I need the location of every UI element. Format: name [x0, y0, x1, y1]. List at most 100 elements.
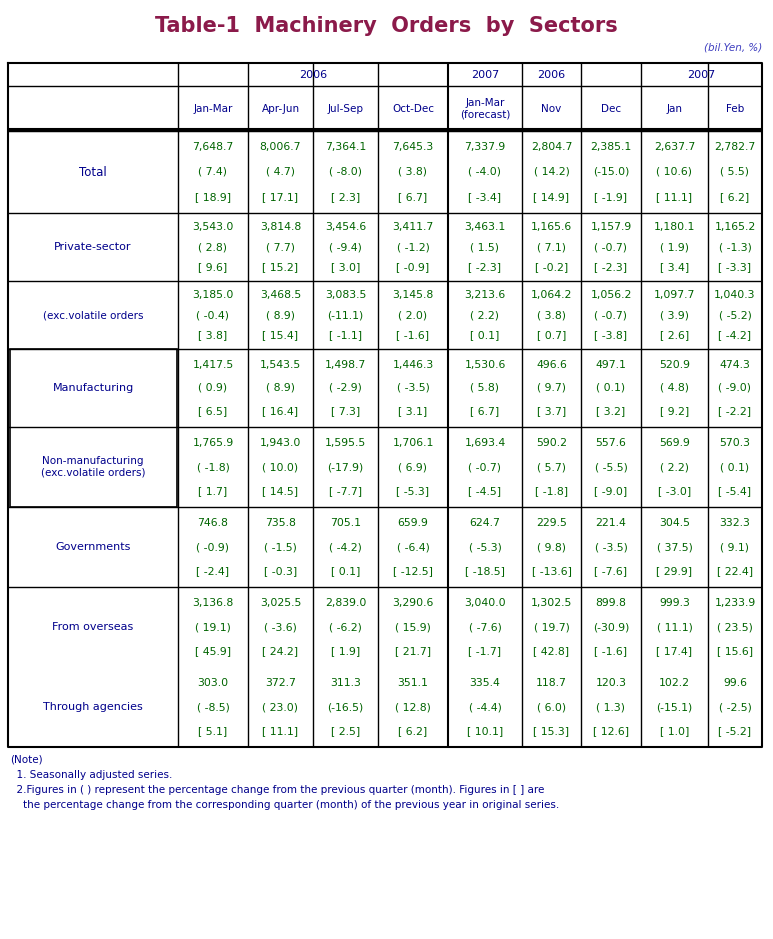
- Text: 624.7: 624.7: [469, 518, 500, 528]
- Text: ( -6.4): ( -6.4): [397, 542, 430, 552]
- Text: 496.6: 496.6: [536, 360, 567, 370]
- Text: (bil.Yen, %): (bil.Yen, %): [703, 42, 762, 52]
- Text: 303.0: 303.0: [197, 678, 229, 688]
- Text: [ -9.0]: [ -9.0]: [594, 486, 628, 496]
- Text: [ 6.7]: [ 6.7]: [398, 192, 427, 202]
- Text: (-17.9): (-17.9): [328, 462, 363, 472]
- Text: 1,180.1: 1,180.1: [654, 222, 695, 232]
- Text: [ 2.3]: [ 2.3]: [331, 192, 360, 202]
- Text: ( -5.3): ( -5.3): [468, 542, 502, 552]
- Text: [ 2.6]: [ 2.6]: [660, 331, 689, 341]
- Text: (-15.0): (-15.0): [593, 167, 629, 177]
- Text: [ 29.9]: [ 29.9]: [656, 566, 693, 576]
- Text: [ -0.3]: [ -0.3]: [264, 566, 297, 576]
- Text: ( -5.5): ( -5.5): [594, 462, 628, 472]
- Text: 1,498.7: 1,498.7: [325, 360, 366, 370]
- Text: [ 12.6]: [ 12.6]: [593, 726, 629, 736]
- Text: 3,814.8: 3,814.8: [260, 222, 301, 232]
- Text: [ 6.2]: [ 6.2]: [398, 726, 427, 736]
- Text: 2,839.0: 2,839.0: [325, 598, 366, 608]
- Text: ( -1.8): ( -1.8): [196, 462, 230, 472]
- Text: 2007: 2007: [471, 69, 499, 80]
- Text: [ -1.6]: [ -1.6]: [397, 331, 430, 341]
- Text: 590.2: 590.2: [536, 438, 567, 448]
- Text: [ 21.7]: [ 21.7]: [395, 646, 431, 656]
- Text: [ 3.0]: [ 3.0]: [331, 262, 360, 272]
- Text: 3,463.1: 3,463.1: [465, 222, 506, 232]
- Text: [ 24.2]: [ 24.2]: [263, 646, 298, 656]
- Text: [ 0.1]: [ 0.1]: [331, 566, 360, 576]
- Text: [ 6.7]: [ 6.7]: [471, 407, 499, 416]
- Text: [ -1.8]: [ -1.8]: [535, 486, 568, 496]
- Text: Feb: Feb: [726, 103, 744, 114]
- Text: Jan-Mar: Jan-Mar: [193, 103, 233, 114]
- Text: 3,543.0: 3,543.0: [192, 222, 233, 232]
- Text: ( -1.2): ( -1.2): [397, 242, 430, 252]
- Text: ( -3.5): ( -3.5): [594, 542, 628, 552]
- Text: [ 7.3]: [ 7.3]: [331, 407, 360, 416]
- Text: 735.8: 735.8: [265, 518, 296, 528]
- Text: [ -7.6]: [ -7.6]: [594, 566, 628, 576]
- Text: [ -5.3]: [ -5.3]: [397, 486, 430, 496]
- Text: ( 14.2): ( 14.2): [533, 167, 570, 177]
- Text: [ -2.3]: [ -2.3]: [468, 262, 502, 272]
- Text: ( 8.9): ( 8.9): [266, 310, 295, 320]
- Text: 1,040.3: 1,040.3: [714, 289, 756, 300]
- Text: 335.4: 335.4: [469, 678, 500, 688]
- Text: 2006: 2006: [299, 69, 327, 80]
- Text: [ -2.2]: [ -2.2]: [718, 407, 751, 416]
- Text: Total: Total: [79, 165, 107, 178]
- Text: 1,446.3: 1,446.3: [393, 360, 434, 370]
- Text: ( 6.9): ( 6.9): [399, 462, 427, 472]
- Text: ( 7.1): ( 7.1): [537, 242, 566, 252]
- Text: 2.Figures in ( ) represent the percentage change from the previous quarter (mont: 2.Figures in ( ) represent the percentag…: [10, 785, 544, 795]
- Text: [ 1.7]: [ 1.7]: [199, 486, 227, 496]
- Text: ( 3.8): ( 3.8): [399, 167, 427, 177]
- Text: ( -3.5): ( -3.5): [397, 383, 430, 393]
- Text: [ -4.5]: [ -4.5]: [468, 486, 502, 496]
- Text: [ -0.9]: [ -0.9]: [397, 262, 430, 272]
- Text: [ -18.5]: [ -18.5]: [465, 566, 505, 576]
- Text: [ 10.1]: [ 10.1]: [467, 726, 503, 736]
- Text: 2,782.7: 2,782.7: [714, 143, 756, 152]
- Text: Dec: Dec: [601, 103, 621, 114]
- Text: 2006: 2006: [537, 69, 566, 80]
- Text: [ 1.9]: [ 1.9]: [331, 646, 360, 656]
- Text: [ 22.4]: [ 22.4]: [717, 566, 753, 576]
- Text: ( 9.8): ( 9.8): [537, 542, 566, 552]
- Text: Private-sector: Private-sector: [54, 242, 131, 252]
- Text: ( -4.2): ( -4.2): [329, 542, 362, 552]
- Text: [ -4.2]: [ -4.2]: [718, 331, 751, 341]
- Text: [ 5.1]: [ 5.1]: [199, 726, 227, 736]
- Text: [ -1.7]: [ -1.7]: [468, 646, 502, 656]
- Text: ( 11.1): ( 11.1): [656, 622, 693, 632]
- Text: ( 5.5): ( 5.5): [720, 167, 750, 177]
- Text: 1,157.9: 1,157.9: [591, 222, 632, 232]
- Text: 474.3: 474.3: [720, 360, 751, 370]
- Text: [ 11.1]: [ 11.1]: [656, 192, 693, 202]
- Text: ( 10.0): ( 10.0): [263, 462, 298, 472]
- Text: 1,765.9: 1,765.9: [192, 438, 233, 448]
- Text: ( 6.0): ( 6.0): [537, 702, 566, 712]
- Text: Nov: Nov: [541, 103, 562, 114]
- Text: 7,645.3: 7,645.3: [393, 143, 434, 152]
- Text: 570.3: 570.3: [720, 438, 751, 448]
- Text: 3,025.5: 3,025.5: [260, 598, 301, 608]
- Text: Apr-Jun: Apr-Jun: [261, 103, 300, 114]
- Text: 1,543.5: 1,543.5: [260, 360, 301, 370]
- Text: ( 37.5): ( 37.5): [656, 542, 693, 552]
- Text: 221.4: 221.4: [595, 518, 626, 528]
- Text: 3,185.0: 3,185.0: [192, 289, 233, 300]
- Text: [ 16.4]: [ 16.4]: [263, 407, 298, 416]
- Text: [ -2.4]: [ -2.4]: [196, 566, 230, 576]
- Text: 311.3: 311.3: [330, 678, 361, 688]
- Text: 569.9: 569.9: [659, 438, 690, 448]
- Text: [ 15.3]: [ 15.3]: [533, 726, 570, 736]
- Text: 746.8: 746.8: [198, 518, 229, 528]
- Text: [ 3.1]: [ 3.1]: [398, 407, 427, 416]
- Text: ( 0.9): ( 0.9): [199, 383, 227, 393]
- Text: [ 18.9]: [ 18.9]: [195, 192, 231, 202]
- Text: [ 0.1]: [ 0.1]: [470, 331, 499, 341]
- Text: ( -1.3): ( -1.3): [719, 242, 751, 252]
- Text: 3,468.5: 3,468.5: [260, 289, 301, 300]
